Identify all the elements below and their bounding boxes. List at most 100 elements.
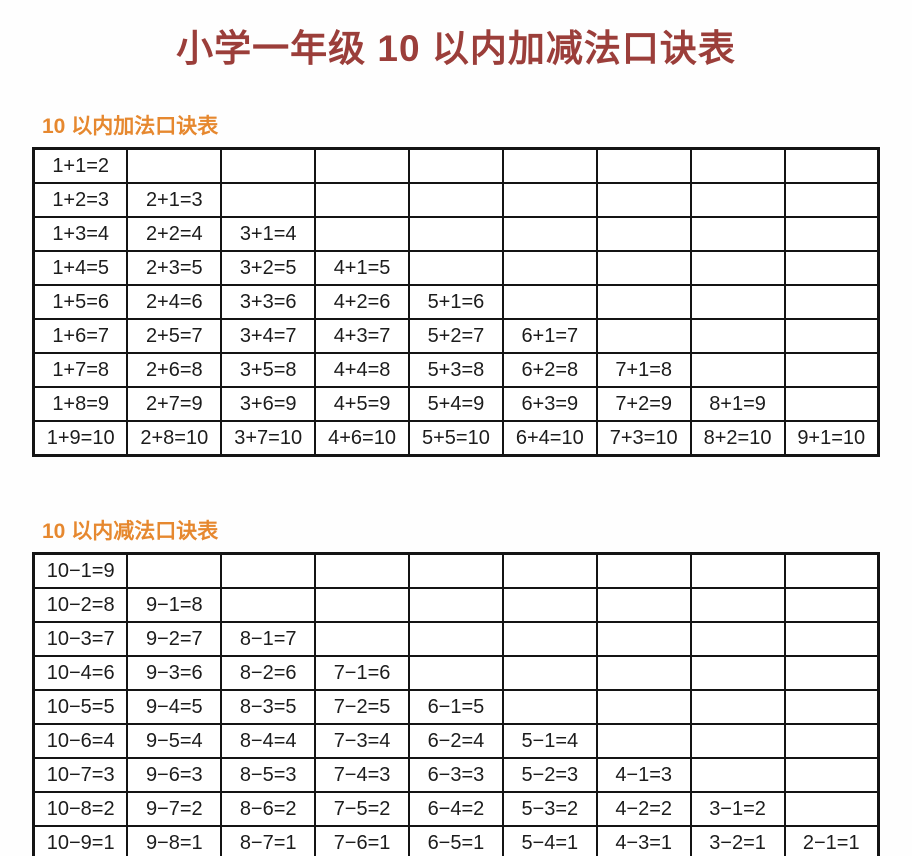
- empty-cell: [408, 182, 504, 219]
- empty-cell: [501, 689, 598, 726]
- formula-cell: 9−1=8: [126, 587, 223, 624]
- empty-cell: [689, 621, 786, 658]
- empty-cell: [220, 552, 317, 590]
- formula-cell: 2−1=1: [783, 825, 880, 856]
- empty-cell: [783, 216, 880, 253]
- empty-cell: [783, 147, 880, 185]
- empty-cell: [595, 318, 692, 355]
- empty-cell: [314, 182, 410, 219]
- page-title: 小学一年级 10 以内加减法口诀表: [176, 28, 736, 69]
- empty-cell: [689, 250, 786, 287]
- formula-cell: 10−1=9: [32, 552, 129, 590]
- empty-cell: [783, 757, 880, 794]
- empty-cell: [220, 587, 317, 624]
- formula-cell: 6−3=3: [408, 757, 504, 794]
- formula-cell: 6−2=4: [408, 723, 504, 760]
- formula-cell: 3+1=4: [220, 216, 317, 253]
- empty-cell: [783, 352, 880, 389]
- formula-cell: 2+4=6: [126, 284, 223, 321]
- empty-cell: [595, 216, 692, 253]
- formula-cell: 8+2=10: [689, 420, 786, 457]
- table-row: 10−8=2 9−7=2 8−6=2 7−5=2 6−4=2 5−3=2 4−2=2 3−1=…: [32, 791, 880, 828]
- formula-cell: 8−3=5: [220, 689, 317, 726]
- formula-cell: 2+2=4: [126, 216, 223, 253]
- empty-cell: [501, 655, 598, 692]
- formula-cell: 5+1=6: [408, 284, 504, 321]
- empty-cell: [783, 182, 880, 219]
- empty-cell: [501, 216, 598, 253]
- formula-cell: 3+6=9: [220, 386, 317, 423]
- empty-cell: [689, 284, 786, 321]
- formula-cell: 1+8=9: [32, 386, 129, 423]
- empty-cell: [408, 147, 504, 185]
- formula-cell: 9−8=1: [126, 825, 223, 856]
- formula-cell: 4+3=7: [314, 318, 410, 355]
- formula-cell: 9−4=5: [126, 689, 223, 726]
- empty-cell: [689, 318, 786, 355]
- empty-cell: [408, 216, 504, 253]
- empty-cell: [689, 723, 786, 760]
- empty-cell: [314, 552, 410, 590]
- formula-cell: 2+7=9: [126, 386, 223, 423]
- empty-cell: [595, 723, 692, 760]
- empty-cell: [501, 621, 598, 658]
- empty-cell: [783, 552, 880, 590]
- empty-cell: [689, 352, 786, 389]
- formula-cell: 4−2=2: [595, 791, 692, 828]
- formula-cell: 5+5=10: [408, 420, 504, 457]
- addition-table: 1+1=2 1+2=3 2+1=3 1+3=4 2+2=4 3+1=4 1+4=5 2+3=5…: [32, 147, 880, 458]
- formula-cell: 1+6=7: [32, 318, 129, 355]
- formula-cell: 7−3=4: [314, 723, 410, 760]
- empty-cell: [689, 655, 786, 692]
- empty-cell: [783, 386, 880, 423]
- formula-cell: 6+2=8: [501, 352, 598, 389]
- formula-cell: 5−3=2: [501, 791, 598, 828]
- empty-cell: [595, 182, 692, 219]
- formula-cell: 3+3=6: [220, 284, 317, 321]
- formula-cell: 3−2=1: [689, 825, 786, 856]
- empty-cell: [314, 216, 410, 253]
- formula-cell: 10−7=3: [32, 757, 129, 794]
- formula-cell: 3+5=8: [220, 352, 317, 389]
- empty-cell: [783, 318, 880, 355]
- formula-cell: 3+7=10: [220, 420, 317, 457]
- empty-cell: [689, 147, 786, 185]
- empty-cell: [408, 250, 504, 287]
- empty-cell: [220, 147, 317, 185]
- empty-cell: [314, 587, 410, 624]
- empty-cell: [783, 723, 880, 760]
- empty-cell: [314, 621, 410, 658]
- empty-cell: [783, 587, 880, 624]
- table-row: 10−4=6 9−3=6 8−2=6 7−1=6: [32, 655, 880, 692]
- formula-cell: 4−1=3: [595, 757, 692, 794]
- empty-cell: [595, 655, 692, 692]
- empty-cell: [501, 587, 598, 624]
- table-row: 1+2=3 2+1=3: [32, 182, 880, 219]
- formula-cell: 10−4=6: [32, 655, 129, 692]
- formula-cell: 8−1=7: [220, 621, 317, 658]
- empty-cell: [501, 284, 598, 321]
- formula-cell: 7+3=10: [595, 420, 692, 457]
- formula-cell: 7−5=2: [314, 791, 410, 828]
- formula-cell: 7−1=6: [314, 655, 410, 692]
- table-row: 1+6=7 2+5=7 3+4=7 4+3=7 5+2=7 6+1=7: [32, 318, 880, 355]
- formula-cell: 1+5=6: [32, 284, 129, 321]
- table-row: 1+8=9 2+7=9 3+6=9 4+5=9 5+4=9 6+3=9 7+2=9 8+1=9: [32, 386, 880, 423]
- empty-cell: [783, 621, 880, 658]
- addition-section: 10 以内加法口诀表 1+1=2 1+2=3 2+1=3 1+3=4 2+2=4 3+1=…: [32, 110, 880, 458]
- formula-cell: 6−4=2: [408, 791, 504, 828]
- table-row: 10−3=7 9−2=7 8−1=7: [32, 621, 880, 658]
- formula-cell: 6+3=9: [501, 386, 598, 423]
- empty-cell: [220, 182, 317, 219]
- formula-cell: 9−3=6: [126, 655, 223, 692]
- empty-cell: [689, 552, 786, 590]
- empty-cell: [595, 621, 692, 658]
- formula-cell: 2+1=3: [126, 182, 223, 219]
- subtraction-section: 10 以内减法口诀表 10−1=9 10−2=8 9−1=8 10−3=7 9−2=7 8…: [32, 515, 880, 856]
- formula-cell: 1+3=4: [32, 216, 129, 253]
- empty-cell: [689, 587, 786, 624]
- table-row: 10−5=5 9−4=5 8−3=5 7−2=5 6−1=5: [32, 689, 880, 726]
- formula-cell: 10−5=5: [32, 689, 129, 726]
- table-row: 10−7=3 9−6=3 8−5=3 7−4=3 6−3=3 5−2=3 4−1=3: [32, 757, 880, 794]
